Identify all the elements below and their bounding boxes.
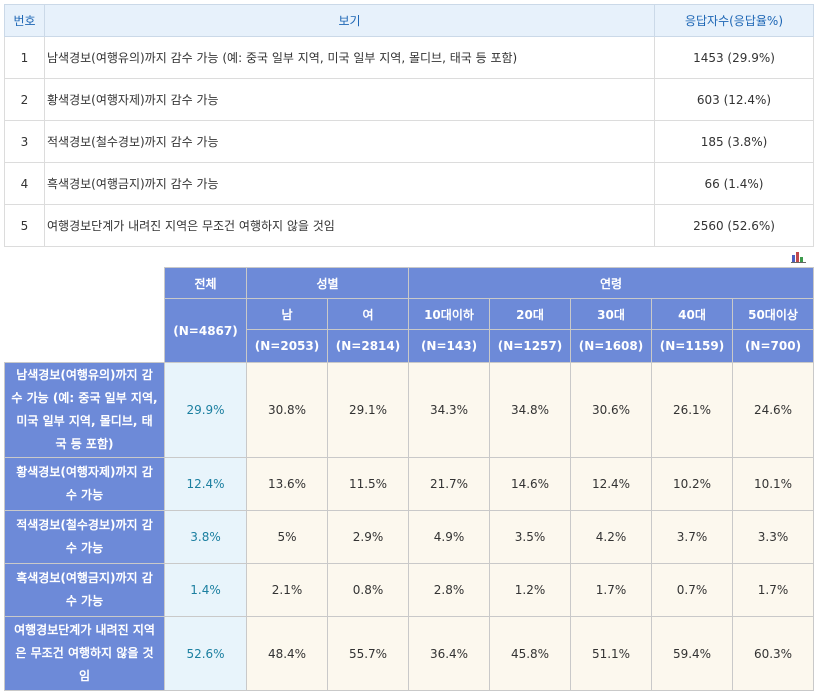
crosstab-subheader-row: (N=4867) 남 여 10대이하 20대 30대 40대 50대이상	[5, 298, 815, 363]
value-cell: 14.6%	[489, 457, 571, 511]
value-cell: 0.8%	[327, 563, 409, 617]
value-cell: 4.2%	[570, 510, 652, 564]
value-cell: 30.6%	[570, 362, 652, 458]
value-cell: 4.9%	[408, 510, 490, 564]
option-label: 황색경보(여행자제)까지 감수 가능	[44, 78, 655, 121]
n-age-30s: (N=1608)	[570, 329, 652, 363]
option-number: 3	[4, 120, 45, 163]
bar-chart-icon[interactable]	[791, 250, 806, 263]
value-cell: 12.4%	[570, 457, 652, 511]
option-count: 603 (12.4%)	[654, 78, 814, 121]
total-value-cell: 3.8%	[164, 510, 247, 564]
value-cell: 21.7%	[408, 457, 490, 511]
value-cell: 2.1%	[246, 563, 328, 617]
option-number: 4	[4, 162, 45, 205]
value-cell: 3.5%	[489, 510, 571, 564]
crosstab-row: 여행경보단계가 내려진 지역은 무조건 여행하지 않을 것임 52.6% 48.4%…	[4, 616, 815, 691]
value-cell: 36.4%	[408, 616, 490, 691]
header-number: 번호	[4, 4, 45, 37]
total-n: (N=4867)	[164, 298, 247, 363]
total-value-cell: 1.4%	[164, 563, 247, 617]
value-cell: 3.3%	[731, 510, 815, 564]
total-header: 전체	[164, 267, 247, 299]
summary-row: 1 남색경보(여행유의)까지 감수 가능 (예: 중국 일부 지역, 미국 일부 …	[4, 36, 814, 79]
header-respondents: 응답자수(응답율%)	[654, 4, 814, 37]
option-count: 185 (3.8%)	[654, 120, 814, 163]
option-number: 5	[4, 204, 45, 247]
option-label: 남색경보(여행유의)까지 감수 가능 (예: 중국 일부 지역, 미국 일부 지…	[44, 36, 655, 79]
total-value-cell: 29.9%	[164, 362, 247, 458]
value-cell: 2.9%	[327, 510, 409, 564]
corner-blank	[4, 267, 165, 363]
value-cell: 34.8%	[489, 362, 571, 458]
value-cell: 51.1%	[570, 616, 652, 691]
option-label: 흑색경보(여행금지)까지 감수 가능	[44, 162, 655, 205]
crosstab-row: 남색경보(여행유의)까지 감수 가능 (예: 중국 일부 지역, 미국 일부 지…	[4, 362, 815, 458]
option-number: 2	[4, 78, 45, 121]
total-value-cell: 52.6%	[164, 616, 247, 691]
crosstab-row: 흑색경보(여행금지)까지 감수 가능 1.4% 2.1% 0.8% 2.8% 1.2% 1.…	[4, 563, 815, 617]
col-header-age-50plus: 50대이상	[731, 298, 815, 330]
value-cell: 59.4%	[651, 616, 733, 691]
col-header-age-20s: 20대	[489, 298, 571, 330]
summary-row: 5 여행경보단계가 내려진 지역은 무조건 여행하지 않을 것임 2560 (52.…	[4, 204, 814, 247]
value-cell: 30.8%	[246, 362, 328, 458]
group-header-age: 연령	[407, 267, 815, 299]
n-female: (N=2814)	[327, 329, 409, 363]
value-cell: 1.2%	[489, 563, 571, 617]
col-header-age-30s: 30대	[570, 298, 652, 330]
value-cell: 2.8%	[408, 563, 490, 617]
value-cell: 29.1%	[327, 362, 409, 458]
col-header-male: 남	[246, 298, 328, 330]
row-label: 황색경보(여행자제)까지 감수 가능	[4, 457, 165, 511]
value-cell: 3.7%	[651, 510, 733, 564]
crosstab-row: 황색경보(여행자제)까지 감수 가능 12.4% 13.6% 11.5% 21.7% 14…	[4, 457, 815, 511]
value-cell: 55.7%	[327, 616, 409, 691]
summary-header-row: 번호 보기 응답자수(응답율%)	[4, 4, 814, 37]
row-label: 남색경보(여행유의)까지 감수 가능 (예: 중국 일부 지역, 미국 일부 지…	[4, 362, 165, 458]
value-cell: 0.7%	[651, 563, 733, 617]
value-cell: 34.3%	[408, 362, 490, 458]
n-male: (N=2053)	[246, 329, 328, 363]
option-label: 적색경보(철수경보)까지 감수 가능	[44, 120, 655, 163]
col-header-age-40s: 40대	[651, 298, 733, 330]
value-cell: 10.2%	[651, 457, 733, 511]
n-age-50plus: (N=700)	[731, 329, 815, 363]
option-label: 여행경보단계가 내려진 지역은 무조건 여행하지 않을 것임	[44, 204, 655, 247]
value-cell: 1.7%	[731, 563, 815, 617]
value-cell: 60.3%	[731, 616, 815, 691]
value-cell: 10.1%	[731, 457, 815, 511]
n-age-10s: (N=143)	[408, 329, 490, 363]
option-count: 66 (1.4%)	[654, 162, 814, 205]
option-count: 2560 (52.6%)	[654, 204, 814, 247]
n-age-40s: (N=1159)	[651, 329, 733, 363]
n-age-20s: (N=1257)	[489, 329, 571, 363]
value-cell: 26.1%	[651, 362, 733, 458]
total-value-cell: 12.4%	[164, 457, 247, 511]
row-label: 흑색경보(여행금지)까지 감수 가능	[4, 563, 165, 617]
header-option: 보기	[44, 4, 655, 37]
summary-row: 3 적색경보(철수경보)까지 감수 가능 185 (3.8%)	[4, 120, 814, 163]
row-label: 여행경보단계가 내려진 지역은 무조건 여행하지 않을 것임	[4, 616, 165, 691]
crosstab-table: 전체 성별 연령 (N=4867) 남 여 10대이하 20대 30대 40대 …	[4, 267, 815, 691]
value-cell: 5%	[246, 510, 328, 564]
value-cell: 11.5%	[327, 457, 409, 511]
col-header-age-10s: 10대이하	[408, 298, 490, 330]
summary-row: 2 황색경보(여행자제)까지 감수 가능 603 (12.4%)	[4, 78, 814, 121]
group-header-gender: 성별	[246, 267, 409, 299]
option-number: 1	[4, 36, 45, 79]
value-cell: 24.6%	[731, 362, 815, 458]
crosstab-n-row: (N=2053) (N=2814) (N=143) (N=1257) (N=16…	[5, 329, 815, 363]
value-cell: 1.7%	[570, 563, 652, 617]
row-label: 적색경보(철수경보)까지 감수 가능	[4, 510, 165, 564]
option-count: 1453 (29.9%)	[654, 36, 814, 79]
col-header-female: 여	[327, 298, 409, 330]
crosstab-group-row: 전체 성별 연령	[4, 267, 815, 363]
summary-table: 번호 보기 응답자수(응답율%) 1 남색경보(여행유의)까지 감수 가능 (예:…	[4, 4, 814, 247]
crosstab-row: 적색경보(철수경보)까지 감수 가능 3.8% 5% 2.9% 4.9% 3.5% 4.2%…	[4, 510, 815, 564]
summary-row: 4 흑색경보(여행금지)까지 감수 가능 66 (1.4%)	[4, 162, 814, 205]
value-cell: 45.8%	[489, 616, 571, 691]
value-cell: 48.4%	[246, 616, 328, 691]
value-cell: 13.6%	[246, 457, 328, 511]
